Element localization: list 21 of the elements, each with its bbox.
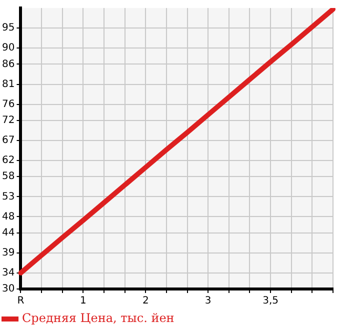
y-tick-label: 67 [2,135,15,146]
y-tick-label: 39 [2,247,15,258]
x-tick-label: 3 [204,296,212,307]
y-tick-label: 58 [2,171,15,182]
y-tick-label: 90 [2,42,15,54]
y-tick-label: 62 [2,155,15,166]
y-tick-label: 95 [2,22,15,34]
y-tick-label: 30 [2,284,15,295]
y-tick-label: 86 [2,58,15,70]
legend-label: Средняя Цена, тыс. йен [22,311,174,326]
x-tick-label: R [17,296,24,307]
x-tick-label: 1 [80,296,86,307]
y-tick-label: 81 [2,78,15,90]
y-tick-label: 48 [2,211,15,222]
y-tick-label: 44 [2,227,15,238]
x-tick-label: 3,5 [262,296,278,307]
y-tick-label: 34 [2,268,15,279]
x-tick-label: 2 [142,296,149,307]
y-tick-label: 53 [2,191,15,202]
y-tick-label: 76 [2,98,15,110]
y-tick-label: 72 [2,114,15,126]
